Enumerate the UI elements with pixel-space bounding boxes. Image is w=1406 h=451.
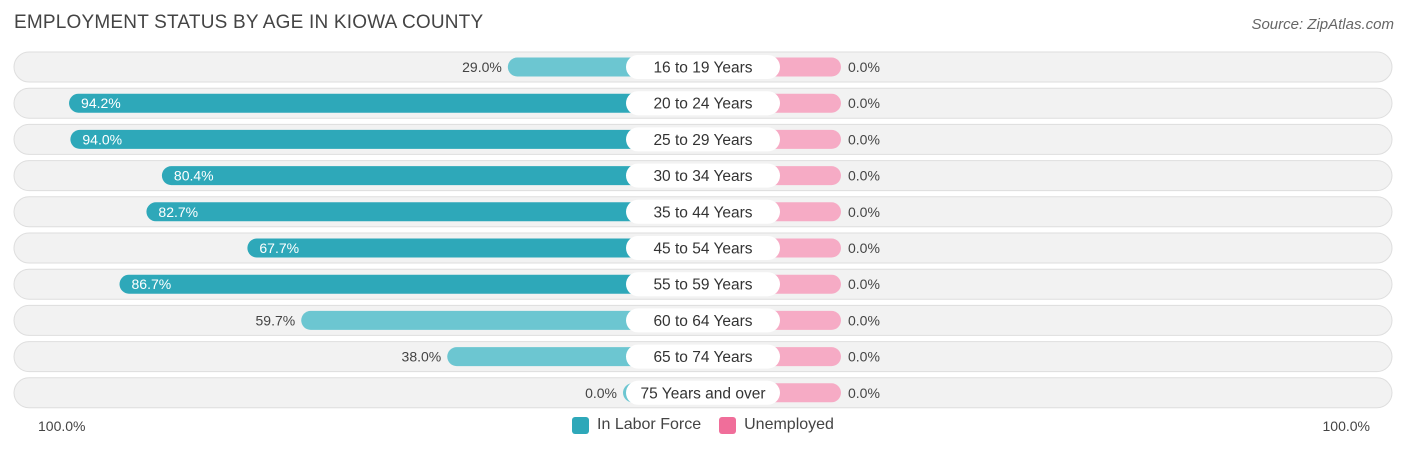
- category-label-box: [626, 236, 780, 260]
- bar-in-labor-force[interactable]: [146, 202, 703, 222]
- bar-in-labor-force[interactable]: [69, 93, 703, 113]
- category-label: 25 to 29 Years: [653, 132, 752, 149]
- category-label: 45 to 54 Years: [653, 241, 752, 258]
- chart-row: 20 to 24 Years 94.2% 0.0%: [13, 87, 1393, 119]
- category-label: 75 Years and over: [641, 385, 766, 402]
- chart-row: 16 to 19 Years 29.0% 0.0%: [13, 51, 1393, 83]
- chart-row: 25 to 29 Years 94.0% 0.0%: [13, 123, 1393, 155]
- bar-in-labor-force[interactable]: [161, 166, 703, 186]
- category-label-box: [626, 344, 780, 369]
- category-label-box: [626, 308, 780, 333]
- chart-row: 35 to 44 Years 82.7% 0.0%: [13, 196, 1393, 228]
- chart-title: EMPLOYMENT STATUS BY AGE IN KIOWA COUNTY: [14, 12, 484, 33]
- category-label: 35 to 44 Years: [653, 204, 752, 221]
- chart-row: 45 to 54 Years 67.7% 0.0%: [13, 232, 1393, 264]
- legend-swatch-unemployed: [719, 416, 737, 434]
- category-label-box: [626, 127, 780, 152]
- chart-row: 75 Years and over 0.0% 0.0%: [13, 377, 1393, 409]
- value-label-in-labor-force: 94.0%: [82, 131, 122, 147]
- value-label-in-labor-force: 86.7%: [132, 276, 172, 292]
- category-label-box: [626, 91, 780, 116]
- legend-label-in-labor-force: In Labor Force: [597, 416, 702, 433]
- legend-item-unemployed[interactable]: Unemployed: [719, 416, 834, 434]
- category-label: 55 to 59 Years: [653, 277, 752, 294]
- category-label-box: [626, 163, 780, 188]
- value-label-unemployed: 0.0%: [848, 240, 880, 256]
- legend-item-in-labor-force[interactable]: In Labor Force: [572, 416, 701, 434]
- chart-row: 55 to 59 Years 86.7% 0.0%: [13, 268, 1393, 300]
- chart-row: 65 to 74 Years 38.0% 0.0%: [13, 341, 1393, 373]
- category-label: 60 to 64 Years: [653, 313, 752, 330]
- category-label-box: [626, 199, 780, 224]
- category-label: 16 to 19 Years: [653, 60, 752, 77]
- bar-in-labor-force[interactable]: [247, 238, 703, 258]
- bar-in-labor-force[interactable]: [119, 274, 703, 294]
- value-label-in-labor-force: 38.0%: [402, 349, 442, 365]
- category-label: 30 to 34 Years: [653, 168, 752, 185]
- category-label: 20 to 24 Years: [653, 96, 752, 113]
- value-label-in-labor-force: 29.0%: [462, 59, 502, 75]
- value-label-unemployed: 0.0%: [848, 204, 880, 220]
- value-label-unemployed: 0.0%: [848, 349, 880, 365]
- value-label-unemployed: 0.0%: [848, 95, 880, 111]
- chart-row: 30 to 34 Years 80.4% 0.0%: [13, 160, 1393, 192]
- axis-label-right: 100.0%: [1322, 418, 1370, 434]
- value-label-in-labor-force: 80.4%: [174, 168, 214, 184]
- category-label-box: [626, 55, 780, 79]
- value-label-unemployed: 0.0%: [848, 276, 880, 292]
- source-credit: Source: ZipAtlas.com: [1251, 16, 1394, 33]
- legend-label-unemployed: Unemployed: [744, 416, 834, 433]
- axis-label-left: 100.0%: [38, 418, 86, 434]
- value-label-in-labor-force: 82.7%: [158, 204, 198, 220]
- value-label-unemployed: 0.0%: [848, 312, 880, 328]
- value-label-in-labor-force: 59.7%: [256, 312, 296, 328]
- value-label-unemployed: 0.0%: [848, 168, 880, 184]
- category-label-box: [626, 272, 780, 297]
- value-label-unemployed: 0.0%: [848, 385, 880, 401]
- value-label-in-labor-force: 67.7%: [259, 240, 299, 256]
- bar-in-labor-force[interactable]: [70, 129, 703, 149]
- category-label: 65 to 74 Years: [653, 349, 752, 366]
- legend: In Labor Force Unemployed: [0, 416, 1406, 434]
- bar-in-labor-force[interactable]: [301, 310, 703, 330]
- value-label-in-labor-force: 94.2%: [81, 95, 121, 111]
- value-label-in-labor-force: 0.0%: [585, 385, 617, 401]
- chart-row: 60 to 64 Years 59.7% 0.0%: [13, 304, 1393, 336]
- legend-swatch-in-labor-force: [572, 416, 590, 434]
- value-label-unemployed: 0.0%: [848, 131, 880, 147]
- value-label-unemployed: 0.0%: [848, 59, 880, 75]
- category-label-box: [626, 380, 780, 405]
